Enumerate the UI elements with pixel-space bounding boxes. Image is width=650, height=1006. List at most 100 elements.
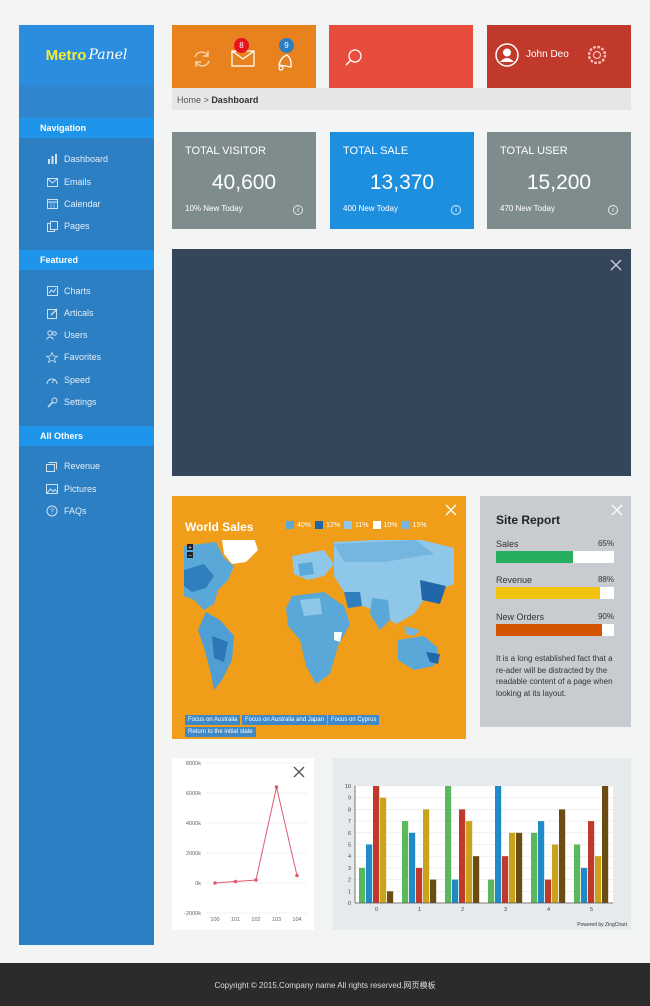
bar — [595, 856, 602, 903]
site-report-panel: Site Report Sales 65% Revenue 88% New Or… — [480, 496, 631, 727]
x-tick-label: 1 — [418, 907, 421, 913]
breadcrumb-home[interactable]: Home — [177, 95, 202, 105]
bar — [423, 809, 430, 903]
refresh-icon[interactable] — [192, 49, 212, 69]
y-tick-label: 3 — [348, 866, 351, 872]
progress-fill — [496, 551, 573, 563]
bar — [430, 879, 437, 903]
svg-text:+: + — [188, 546, 192, 552]
calendar-icon — [46, 199, 58, 210]
stat-value: 13,370 — [369, 171, 435, 194]
question-icon: ? — [46, 505, 58, 517]
stat-prefix: TOTAL — [185, 145, 220, 157]
report-percent: 88% — [597, 575, 614, 584]
sidebar-item-pictures[interactable]: Pictures — [46, 481, 97, 497]
sidebar-item-favorites[interactable]: Favorites — [46, 349, 101, 365]
focus-cyprus-button[interactable]: Focus on Cyprus — [328, 715, 380, 725]
search-tile[interactable] — [329, 25, 473, 88]
world-map[interactable]: + − — [184, 540, 454, 708]
legend-label: 12% — [326, 521, 341, 529]
focus-australia-japan-button[interactable]: Focus on Australia and Japan — [242, 715, 328, 725]
sidebar-item-users[interactable]: Users — [46, 327, 88, 343]
y-tick-label: 0 — [348, 901, 351, 907]
info-icon[interactable]: i — [608, 205, 618, 215]
report-label: Sales — [496, 539, 519, 549]
bar-chart-icon — [46, 154, 58, 165]
bar — [409, 832, 416, 903]
world-legend: 40% 12% 11% 10% 15% — [286, 521, 427, 529]
close-icon[interactable] — [292, 765, 306, 779]
y-tick-label: 2 — [348, 878, 351, 884]
bell-icon[interactable] — [275, 51, 295, 71]
alert-badge: 9 — [279, 38, 294, 53]
progress-bar-sales — [496, 551, 614, 563]
reset-map-button[interactable]: Return to the initial state — [185, 727, 256, 737]
legend-item: 40% — [286, 521, 311, 529]
close-icon[interactable] — [609, 258, 623, 272]
user-tile[interactable]: John Deo — [487, 25, 631, 88]
user-name[interactable]: John Deo — [526, 49, 569, 60]
sidebar-item-label: Pages — [64, 221, 90, 231]
sidebar-item-pages[interactable]: Pages — [46, 218, 90, 234]
chart-icon — [46, 286, 58, 297]
y-tick-label: 2000k — [186, 851, 201, 857]
chart-credit[interactable]: Powered by ZingChart — [577, 922, 627, 928]
wrench-icon — [46, 397, 58, 408]
data-point — [254, 878, 258, 882]
gear-icon[interactable] — [586, 44, 608, 66]
bar — [545, 879, 552, 903]
logo[interactable]: Metro Panel — [19, 25, 154, 85]
pages-icon — [46, 220, 58, 232]
sidebar-item-settings[interactable]: Settings — [46, 394, 97, 410]
close-icon[interactable] — [444, 503, 458, 517]
sidebar-item-calendar[interactable]: Calendar — [46, 196, 101, 212]
y-tick-label: -2000k — [184, 911, 201, 917]
stat-label: VISITOR — [222, 145, 266, 157]
bar — [416, 867, 423, 903]
sidebar-item-charts[interactable]: Charts — [46, 283, 91, 299]
info-icon[interactable]: i — [451, 205, 461, 215]
data-point — [274, 785, 279, 789]
y-tick-label: 4 — [348, 854, 351, 860]
footer: Copyright © 2015.Company name All rights… — [0, 963, 650, 1006]
site-report-title: Site Report — [496, 513, 561, 527]
bar — [581, 867, 588, 903]
y-tick-label: 6 — [348, 831, 351, 837]
y-tick-label: 6000k — [186, 791, 201, 797]
bar — [402, 821, 409, 903]
stat-label: SALE — [380, 145, 409, 157]
avatar[interactable] — [495, 43, 519, 67]
legend-item: 11% — [344, 521, 369, 529]
close-icon[interactable] — [610, 503, 624, 517]
sidebar-item-label: Users — [64, 330, 88, 340]
sidebar-item-speed[interactable]: Speed — [46, 372, 90, 388]
section-all-others: All Others — [19, 426, 154, 446]
stat-value: 40,600 — [211, 171, 277, 194]
sidebar-item-dashboard[interactable]: Dashboard — [46, 151, 108, 167]
stat-sale: TOTAL SALE 13,370 400 New Today i — [330, 132, 474, 229]
focus-australia-button[interactable]: Focus on Australia — [185, 715, 241, 725]
stat-footer: 10% New Today — [185, 204, 243, 213]
bar — [466, 821, 473, 903]
sidebar-item-emails[interactable]: Emails — [46, 174, 91, 190]
sidebar-item-label: Favorites — [64, 352, 102, 362]
stat-prefix: TOTAL — [343, 145, 378, 157]
report-label: New Orders — [496, 612, 545, 622]
sidebar-item-label: Revenue — [64, 461, 101, 471]
line-chart[interactable]: 8000k 6000k 4000k 2000k 0k -2000k 100 101 102 103… — [172, 758, 314, 930]
envelope-icon — [46, 177, 58, 188]
sidebar-item-articals[interactable]: Articals — [46, 305, 94, 321]
sidebar-item-faqs[interactable]: ? FAQs — [46, 503, 87, 519]
sidebar-item-label: Pictures — [64, 484, 97, 494]
y-tick-label: 8 — [348, 807, 351, 813]
info-icon[interactable]: i — [293, 205, 303, 215]
sidebar-item-revenue[interactable]: Revenue — [46, 458, 100, 474]
sidebar-item-label: Emails — [64, 177, 92, 187]
sidebar-item-label: Settings — [64, 397, 97, 407]
dark-panel — [172, 249, 631, 476]
legend-label: 40% — [297, 521, 312, 529]
search-icon[interactable] — [344, 48, 364, 68]
y-tick-label: 7 — [348, 819, 351, 825]
sidebar-item-label: Dashboard — [64, 154, 109, 164]
